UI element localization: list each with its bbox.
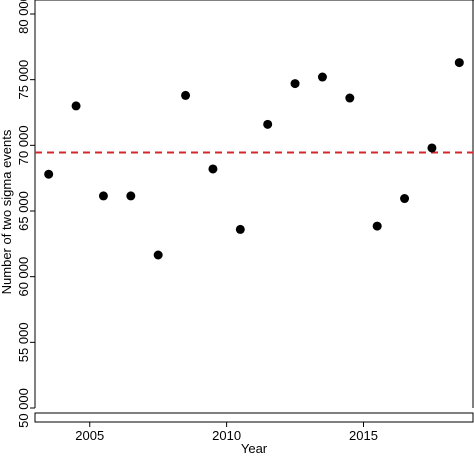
data-point [98,191,108,201]
data-point [208,164,218,174]
data-point [454,58,464,68]
data-point [126,191,136,201]
data-point [372,221,382,231]
x-tick-label: 2015 [349,428,378,443]
data-point [181,90,191,100]
data-point [263,119,273,129]
data-point [71,101,81,111]
data-point [290,79,300,89]
data-point [400,194,410,204]
y-axis-label: Number of two sigma events [0,129,14,294]
y-tick-label: 75 000 [16,60,31,100]
y-tick-label: 70 000 [16,125,31,165]
y-tick-label: 55 000 [16,322,31,362]
y-axis-ticks: 50 000 55 000 60 000 65 000 70 000 75 000 80 0… [16,0,35,428]
x-axis-ticks: 2005 2010 2015 [75,422,378,443]
plot-frame [34,0,474,423]
y-tick-label: 50 000 [16,388,31,428]
data-points [44,58,464,260]
y-tick-label: 60 000 [16,257,31,297]
x-tick-label: 2005 [75,428,104,443]
data-point [317,72,327,82]
y-tick-label: 80 000 [16,0,31,34]
data-point [345,93,355,103]
x-tick-label: 2010 [212,428,241,443]
data-point [44,169,54,179]
data-point [427,143,437,153]
x-axis-break-box [34,412,474,423]
y-tick-label: 65 000 [16,191,31,231]
data-point [153,250,163,260]
x-axis-label: Year [241,441,268,456]
data-point [235,224,245,234]
